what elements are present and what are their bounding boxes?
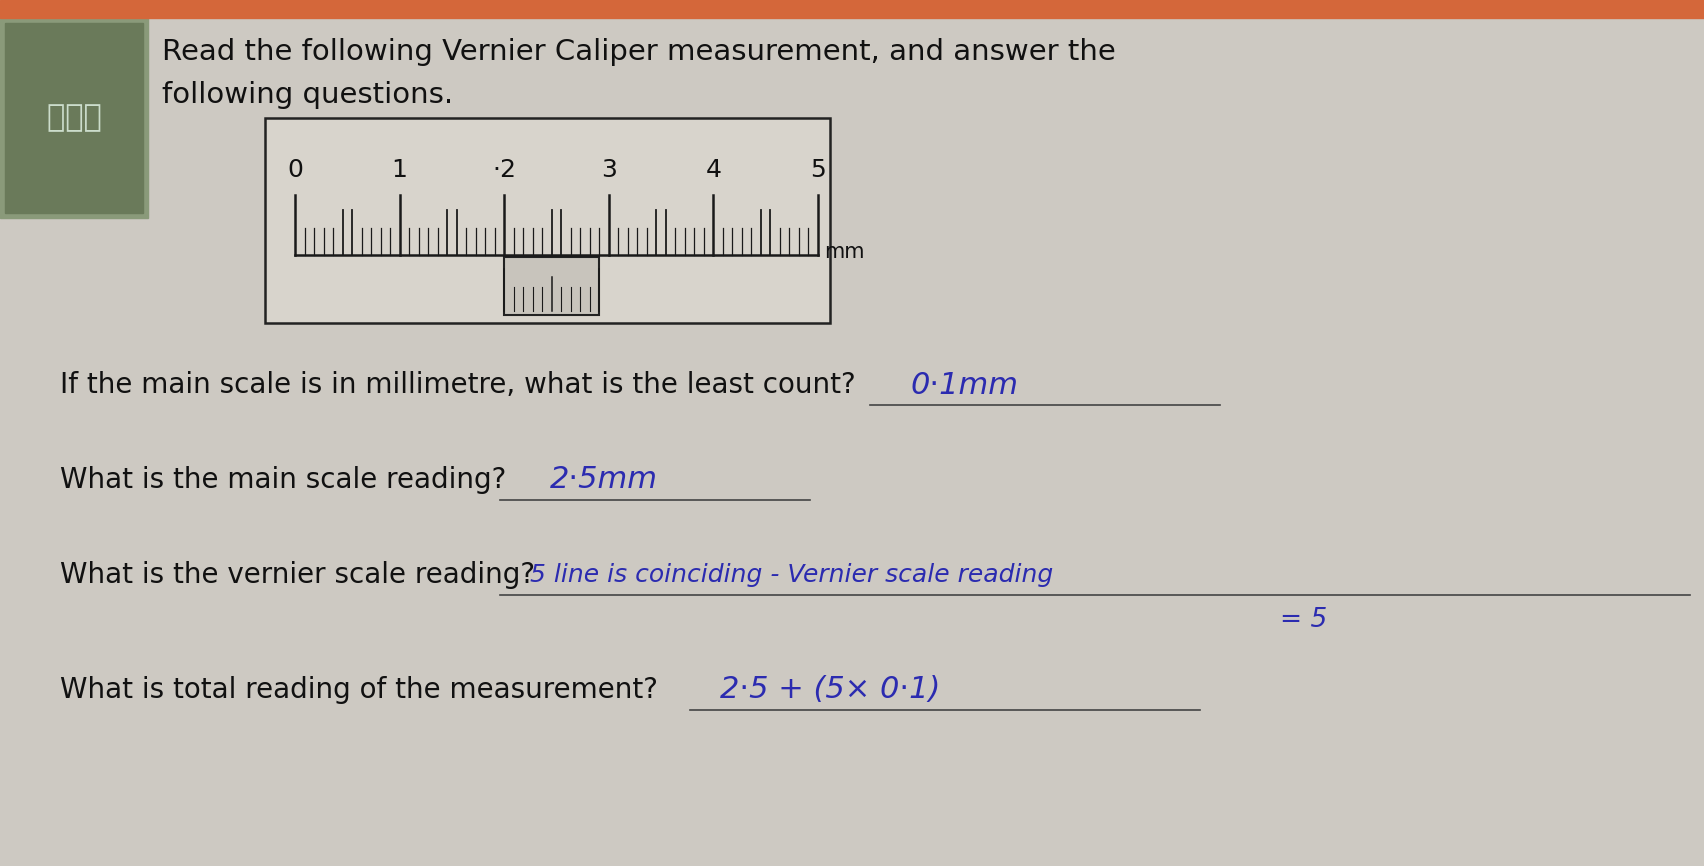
Text: What is total reading of the measurement?: What is total reading of the measurement… xyxy=(60,676,658,704)
Text: What is the main scale reading?: What is the main scale reading? xyxy=(60,466,506,494)
Text: following questions.: following questions. xyxy=(162,81,453,109)
Text: 3: 3 xyxy=(602,158,617,182)
Bar xyxy=(266,118,830,323)
Text: 👨‍👩‍👧: 👨‍👩‍👧 xyxy=(46,104,101,132)
Text: 2⋅5 + (5× 0⋅1): 2⋅5 + (5× 0⋅1) xyxy=(721,675,941,705)
Bar xyxy=(504,257,600,315)
Text: 1: 1 xyxy=(392,158,407,182)
Text: 5: 5 xyxy=(809,158,826,182)
Text: mm: mm xyxy=(825,242,864,262)
Bar xyxy=(5,23,143,213)
Text: 5 line is coinciding - Vernier scale reading: 5 line is coinciding - Vernier scale rea… xyxy=(530,563,1053,587)
Text: = 5: = 5 xyxy=(1280,607,1327,633)
Text: Read the following Vernier Caliper measurement, and answer the: Read the following Vernier Caliper measu… xyxy=(162,38,1116,66)
Text: 2⋅5mm: 2⋅5mm xyxy=(550,466,658,494)
Text: 4: 4 xyxy=(705,158,721,182)
Text: 0⋅1mm: 0⋅1mm xyxy=(910,371,1017,399)
Text: If the main scale is in millimetre, what is the least count?: If the main scale is in millimetre, what… xyxy=(60,371,855,399)
Text: What is the vernier scale reading?: What is the vernier scale reading? xyxy=(60,561,535,589)
Text: 0: 0 xyxy=(286,158,303,182)
Bar xyxy=(0,0,1704,18)
Text: ·2: ·2 xyxy=(492,158,516,182)
Bar xyxy=(0,18,148,218)
